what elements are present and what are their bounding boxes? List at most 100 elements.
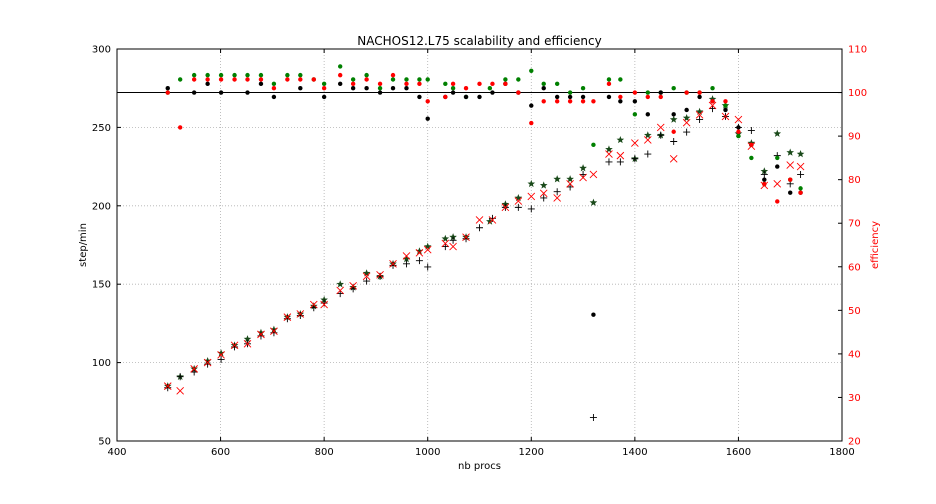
dot-point [443, 81, 448, 87]
dot-point [618, 99, 623, 104]
plus-point [283, 315, 291, 323]
star-point [682, 113, 691, 122]
cross-point [631, 139, 639, 147]
dot-point [490, 90, 495, 95]
dot-point [554, 94, 560, 100]
dot-point [245, 77, 250, 82]
cross-point [423, 245, 432, 254]
dot-point [516, 90, 521, 95]
cross-point [389, 259, 397, 268]
cross-point [527, 192, 536, 201]
cross-point [501, 203, 510, 212]
star-point [644, 131, 652, 139]
cross-point [415, 249, 424, 257]
cross-point [553, 194, 561, 202]
dot-point [487, 86, 493, 91]
dot-point [684, 90, 689, 95]
star-point [203, 357, 212, 365]
dot-point [541, 99, 546, 104]
y-tick-label: 300 [92, 45, 111, 56]
y-tick-label: 150 [92, 280, 111, 291]
cross-point [566, 180, 574, 188]
cross-point [643, 136, 652, 144]
star-point [501, 200, 510, 208]
dot-point [567, 99, 573, 104]
dot-point [298, 86, 303, 91]
cross-point [402, 252, 411, 260]
star-point [441, 234, 450, 242]
plus-point [589, 413, 597, 421]
cross-point [539, 189, 548, 198]
dot-point [364, 72, 369, 78]
star-point [320, 295, 328, 304]
plus-point [164, 384, 172, 392]
dot-point [364, 77, 369, 82]
cross-point [796, 162, 805, 171]
dot-point [404, 81, 409, 87]
dot-point [591, 142, 596, 148]
dot-point [645, 94, 651, 100]
dot-point [503, 77, 508, 82]
y-tick-label: 50 [98, 437, 111, 448]
dot-point [658, 94, 663, 100]
dot-point [377, 86, 383, 91]
dot-point [762, 177, 767, 182]
dot-point [218, 72, 224, 78]
y-right-tick-label: 50 [848, 306, 861, 317]
cross-point [296, 310, 305, 318]
plus-point [320, 299, 328, 307]
dot-point [285, 77, 290, 82]
plus-point [176, 373, 184, 381]
dot-point [417, 81, 422, 87]
dot-point [205, 81, 210, 87]
plot-frame [116, 48, 843, 442]
dot-point [377, 90, 383, 95]
dot-point [697, 94, 702, 100]
cross-point [257, 330, 265, 339]
dot-point [671, 112, 676, 117]
dot-point [632, 90, 638, 95]
dot-point [671, 86, 676, 91]
dot-point [191, 77, 197, 82]
x-tick-label: 800 [315, 447, 334, 458]
y-tick-label: 100 [92, 358, 111, 369]
dot-point [298, 72, 303, 78]
dot-point [554, 81, 560, 87]
dot-point [258, 81, 264, 87]
y-right-tick-label: 110 [848, 45, 867, 56]
cross-point [708, 101, 717, 110]
y-axis-label: step/min [78, 223, 89, 267]
dot-point [541, 81, 546, 87]
plus-point [540, 194, 548, 202]
dot-point [477, 94, 482, 100]
dot-point [606, 77, 612, 82]
dot-point [736, 125, 741, 130]
dot-point [645, 90, 651, 95]
star-point [786, 148, 795, 156]
dot-point [390, 77, 396, 82]
plus-point [747, 127, 755, 135]
dot-point [311, 77, 316, 82]
dot-point [205, 72, 210, 78]
dot-point [350, 77, 356, 82]
plus-point [363, 277, 371, 285]
dot-point [425, 99, 430, 104]
dot-point [503, 81, 508, 87]
star-point [605, 145, 613, 153]
plus-point [441, 243, 449, 251]
plus-point [553, 188, 561, 196]
plus-point [310, 304, 318, 312]
star-point [449, 233, 457, 241]
cross-point [320, 300, 328, 309]
dot-point [749, 155, 754, 161]
plus-point [415, 257, 423, 265]
dot-point [529, 103, 534, 108]
cross-point [616, 151, 625, 160]
dot-point [710, 86, 715, 91]
y-right-tick-label: 40 [848, 349, 861, 360]
plus-point [683, 128, 691, 136]
grid-lines [117, 49, 842, 441]
cross-point [362, 272, 371, 281]
y-right-tick-label: 70 [848, 219, 861, 230]
axis-ticks: 400 600 800 1000 1200 1400 1600 1800 50 100 150 200… [92, 45, 867, 459]
